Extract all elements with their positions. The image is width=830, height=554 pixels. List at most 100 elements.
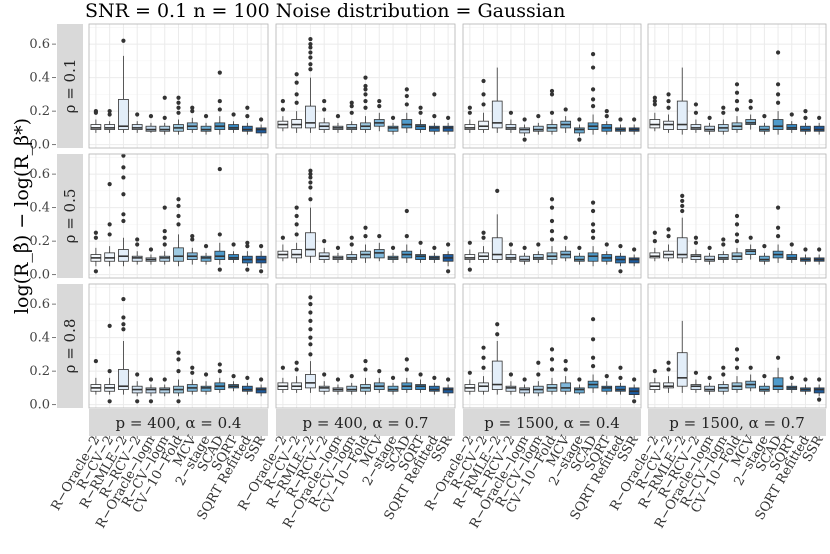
- outlier-point: [418, 110, 423, 115]
- outlier-point: [294, 205, 299, 210]
- outlier-point: [652, 230, 657, 235]
- outlier-point: [652, 98, 657, 104]
- outlier-point: [775, 100, 781, 105]
- column-strip: [463, 409, 641, 436]
- column-strip-label: p = 1500, α = 0.7: [669, 414, 805, 432]
- outlier-point: [107, 399, 112, 404]
- boxplot-SCAD: [401, 87, 413, 133]
- boxplot-R−RMLE−2: [305, 295, 316, 393]
- outlier-point: [618, 244, 623, 249]
- boxplot-R−CV−2: [104, 109, 116, 133]
- outlier-point: [467, 267, 472, 272]
- row-strip-label: ρ = 0.8: [61, 319, 79, 374]
- panel-border: [647, 23, 827, 149]
- box-iqr: [131, 255, 143, 262]
- box-iqr: [159, 255, 171, 262]
- outlier-point: [363, 234, 368, 239]
- boxplot-SCAD: [772, 50, 784, 135]
- outlier-point: [418, 372, 423, 377]
- row-strip-label: ρ = 0.5: [61, 189, 79, 244]
- outlier-point: [308, 310, 313, 315]
- box-iqr: [241, 385, 253, 392]
- outlier-point: [721, 242, 726, 247]
- boxplot-SQRT Refitted: [428, 375, 440, 395]
- boxplot-R−CV−logn: [346, 100, 358, 133]
- outlier-point: [121, 175, 126, 180]
- outlier-point: [762, 374, 767, 379]
- outlier-point: [618, 375, 623, 380]
- boxplot-SQRT: [601, 242, 613, 265]
- outlier-point: [632, 399, 637, 404]
- outlier-point: [721, 237, 726, 242]
- boxplot-2−stage: [387, 245, 399, 263]
- boxplot-2−stage: [759, 114, 770, 135]
- outlier-point: [121, 327, 126, 332]
- box-iqr: [159, 125, 171, 132]
- boxplot-R−CV−2: [478, 78, 489, 133]
- boxplot-SQRT: [601, 109, 613, 135]
- outlier-point: [349, 374, 354, 379]
- outlier-point: [203, 114, 209, 119]
- y-tick-label: 0.6: [29, 297, 50, 312]
- box-iqr: [615, 385, 626, 392]
- outlier-point: [618, 269, 623, 274]
- outlier-point: [748, 235, 753, 240]
- outlier-point: [549, 92, 555, 97]
- outlier-point: [803, 247, 808, 252]
- box-iqr: [491, 360, 503, 390]
- outlier-point: [162, 242, 167, 247]
- boxplot-SQRT: [415, 240, 426, 263]
- box-iqr: [145, 387, 157, 394]
- boxplot-R−Oracle−logn: [145, 377, 157, 404]
- outlier-point: [121, 322, 126, 327]
- box-iqr: [241, 125, 253, 132]
- outlier-point: [259, 269, 264, 274]
- box-iqr: [318, 385, 330, 392]
- outlier-point: [176, 100, 181, 105]
- outlier-point: [495, 188, 500, 193]
- boxplot-R−CV−logn: [159, 95, 171, 135]
- outlier-point: [308, 318, 313, 323]
- boxplot-SQRT Refitted: [615, 117, 626, 135]
- outlier-point: [404, 93, 409, 99]
- boxplot-R−Oracle−logn: [332, 114, 344, 133]
- box-iqr: [173, 247, 184, 262]
- boxplot-R−CV−logn: [717, 237, 729, 263]
- panel-border: [275, 153, 456, 279]
- box-iqr: [373, 249, 385, 259]
- boxplot-SQRT: [601, 374, 613, 395]
- outlier-point: [693, 235, 699, 240]
- box-iqr: [759, 385, 770, 392]
- box-iqr: [813, 125, 825, 132]
- outlier-point: [590, 317, 596, 322]
- column-strip: [648, 409, 826, 436]
- boxplot-R−Oracle−2: [90, 358, 102, 395]
- box-iqr: [745, 249, 757, 255]
- column-strip-label: p = 400, α = 0.4: [116, 414, 242, 432]
- outlier-point: [590, 228, 596, 234]
- outlier-point: [495, 322, 500, 327]
- boxplot-R−RCV−2: [131, 372, 143, 404]
- facet-panel: [462, 153, 642, 279]
- outlier-point: [721, 110, 726, 115]
- outlier-point: [817, 377, 822, 382]
- outlier-point: [390, 245, 396, 250]
- outlier-point: [280, 98, 285, 104]
- outlier-point: [775, 205, 781, 210]
- boxplot-MCV: [186, 365, 198, 395]
- outlier-point: [721, 105, 726, 110]
- outlier-point: [734, 365, 740, 370]
- column-strip-label: p = 400, α = 0.7: [303, 414, 429, 432]
- facet-panel: [647, 23, 827, 149]
- box-iqr: [291, 249, 303, 259]
- outlier-point: [121, 218, 126, 224]
- row-strip-label: ρ = 0.1: [61, 59, 79, 114]
- boxplot-R−Oracle−logn: [704, 245, 715, 265]
- boxplot-MCV: [745, 235, 757, 260]
- boxplot-2−stage: [200, 244, 212, 265]
- boxplot-MCV: [373, 369, 385, 393]
- boxplot-SCAD: [587, 317, 599, 393]
- outlier-point: [404, 367, 409, 372]
- boxplot-SSR: [255, 244, 267, 274]
- box-iqr: [104, 124, 116, 130]
